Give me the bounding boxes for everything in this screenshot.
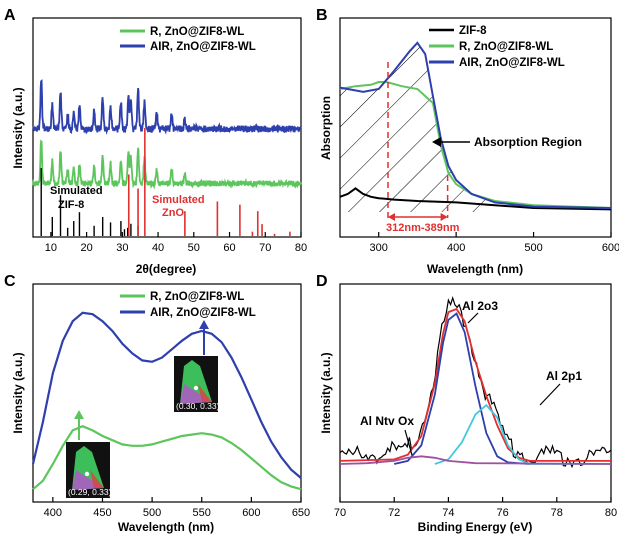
panel-c-cie-inset-air-coords: (0.30, 0.33) (176, 401, 220, 411)
panel-a-tick-label-30: 30 (116, 242, 128, 254)
panel-a-tick-label-40: 40 (152, 242, 164, 254)
panel-a-plot-area (32, 79, 302, 236)
panel-d-series-alntvox-line (339, 455, 612, 465)
panel-c-plot-area (31, 311, 302, 491)
panel-d-ylabel: Intensity (a.u.) (319, 352, 333, 433)
panel-b-series-air-line (340, 41, 611, 209)
panel-c-tick-label-400: 400 (44, 507, 62, 519)
panel-b-tick-label-400: 400 (447, 242, 465, 254)
panel-d-anno-al2o3: Al 2o3 (462, 299, 498, 313)
panel-d-tick-label-80: 80 (605, 507, 617, 519)
panel-b-legend-air: AIR, ZnO@ZIF8-WL (459, 57, 565, 69)
panel-a-letter: A (4, 7, 16, 24)
panel-b-legend-zif8: ZIF-8 (459, 25, 487, 37)
panel-d-tick-label-72: 72 (388, 507, 400, 519)
panel-c-frame (32, 283, 302, 503)
panel-b-tick-label-600: 600 (602, 242, 619, 254)
panel-c-xlabel: Wavelength (nm) (118, 520, 214, 534)
panel-c-cie-inset-r-coords: (0.29, 0.33) (68, 487, 112, 497)
panel-b-anno-absorption-region: Absorption Region (474, 135, 582, 149)
panel-b-range-arrowhead-left (388, 213, 396, 221)
panel-a-legend-air: AIR, ZnO@ZIF8-WL (150, 41, 256, 53)
panel-c-ylabel: Intensity (a.u.) (11, 352, 25, 433)
panel-b-x-ticks: 300 400 500 600 (370, 232, 619, 254)
panel-a-legend: R, ZnO@ZIF8-WL AIR, ZnO@ZIF8-WL (120, 26, 256, 53)
panel-c-legend-air: AIR, ZnO@ZIF8-WL (150, 307, 256, 319)
panel-b-plot-area (340, 41, 611, 221)
panel-b-absorption-arrow (432, 137, 470, 147)
panel-d-tick-label-76: 76 (496, 507, 508, 519)
panel-c-tick-label-600: 600 (242, 507, 260, 519)
panel-a-anno-zno-line1: Simulated (152, 194, 205, 206)
panel-b-absorption-region-hatch (340, 42, 495, 212)
panel-b-legend-r: R, ZnO@ZIF8-WL (459, 41, 553, 53)
panel-a-tick-label-80: 80 (295, 242, 307, 254)
panel-c-letter: C (4, 273, 16, 290)
panel-b-xlabel: Wavelength (nm) (427, 262, 523, 276)
panel-a-legend-r: R, ZnO@ZIF8-WL (150, 26, 244, 38)
panel-d-x-ticks: 70 72 74 76 78 80 (334, 497, 617, 519)
panel-c-tick-label-550: 550 (193, 507, 211, 519)
panel-c: C 400 450 500 550 600 650 Wavelength (nm) Int… (4, 273, 310, 534)
panel-a-anno-zif8-line1: Simulated (50, 185, 103, 197)
panel-d-tick-label-70: 70 (334, 507, 346, 519)
panel-d-xlabel: Binding Energy (eV) (418, 520, 533, 534)
panel-d-anno-al2p1-pointer (539, 383, 561, 406)
panel-c-tick-label-450: 450 (93, 507, 111, 519)
panel-d-tick-label-74: 74 (442, 507, 454, 519)
panel-c-tick-label-650: 650 (292, 507, 310, 519)
panel-d-anno-al2p1: Al 2p1 (546, 369, 582, 383)
panel-a: A 10 20 30 40 50 60 70 80 2θ(degree) Intensity … (4, 7, 307, 276)
panel-a-tick-label-20: 20 (80, 242, 92, 254)
panel-b-range-arrowhead-right (440, 213, 448, 221)
panel-d-anno-al2o3-pointer (467, 312, 479, 324)
panel-a-tick-label-10: 10 (45, 242, 57, 254)
panel-c-cie-inset-r: (0.29, 0.33) (66, 442, 112, 498)
panel-b-ylabel: Absorption (319, 96, 333, 160)
panel-d-series-al2o3-line (393, 312, 530, 465)
panel-a-series-air-line (32, 79, 302, 135)
panel-a-tick-label-50: 50 (188, 242, 200, 254)
panel-b-series-zif8-line (340, 187, 611, 211)
panel-c-x-ticks: 400 450 500 550 600 650 (44, 497, 310, 519)
panel-c-arrow-air (199, 320, 209, 355)
panel-b-tick-label-300: 300 (370, 242, 388, 254)
panel-d-tick-label-78: 78 (551, 507, 563, 519)
panel-b-legend: ZIF-8 R, ZnO@ZIF8-WL AIR, ZnO@ZIF8-WL (429, 25, 565, 69)
panel-b-anno-range: 312nm-389nm (386, 222, 460, 234)
panel-c-series-r-line (32, 425, 302, 491)
panel-c-tick-label-500: 500 (143, 507, 161, 519)
panel-a-anno-zno-line2: ZnO (162, 207, 184, 219)
panel-a-ylabel: Intensity (a.u.) (11, 87, 25, 168)
panel-d-letter: D (316, 273, 328, 290)
panel-d-anno-alntvox: Al Ntv Ox (360, 414, 414, 428)
panel-a-x-ticks: 10 20 30 40 50 60 70 80 (45, 232, 307, 254)
panel-d-series-al2p1-line (434, 403, 611, 465)
panel-d-anno-alntvox-pointer (404, 429, 413, 456)
panel-c-legend-r: R, ZnO@ZIF8-WL (150, 291, 244, 303)
panel-a-series-r-line (32, 139, 302, 190)
panel-c-legend: R, ZnO@ZIF8-WL AIR, ZnO@ZIF8-WL (120, 291, 256, 319)
panel-d-frame (339, 283, 612, 503)
panel-a-anno-zif8-line2: ZIF-8 (58, 199, 84, 211)
panel-d-plot-area (339, 296, 612, 469)
panel-a-tick-label-70: 70 (259, 242, 271, 254)
panel-a-xlabel: 2θ(degree) (136, 262, 197, 276)
panel-c-arrow-r (74, 410, 84, 440)
panel-b-tick-label-500: 500 (524, 242, 542, 254)
panel-a-tick-label-60: 60 (223, 242, 235, 254)
panel-c-series-air-line (31, 311, 302, 479)
panel-c-cie-inset-air: (0.30, 0.33) (174, 356, 220, 412)
panel-b-letter: B (316, 7, 328, 24)
panel-d: D 70 72 74 76 78 80 Binding Energy (eV) Inten… (316, 273, 617, 534)
panel-b: B 300 400 500 600 Wavelength (nm) Absorptio… (316, 7, 619, 276)
